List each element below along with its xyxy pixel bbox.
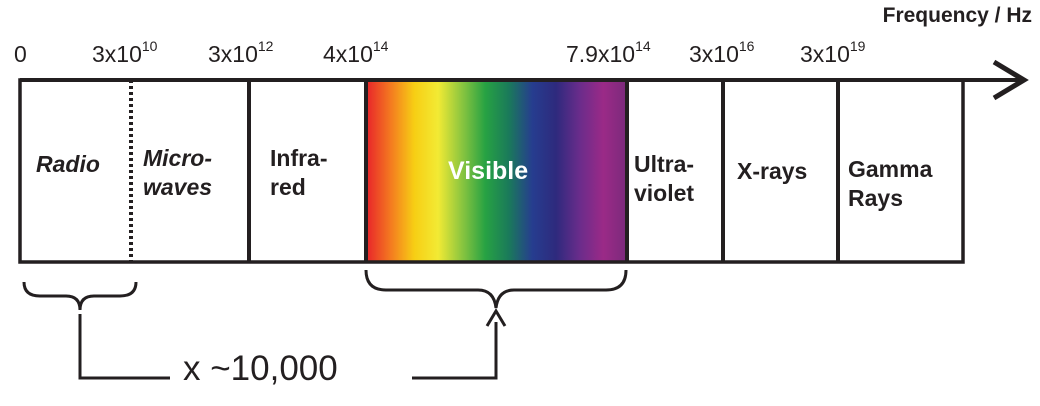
band-box-infrared (250, 80, 364, 262)
comparison-ratio-label: x ~10,000 (183, 349, 338, 388)
band-label-xrays: X-rays (737, 158, 808, 184)
band-label-visible: Visible (448, 157, 529, 185)
tick-label-3e12: 3x1012 (208, 38, 274, 67)
band-box-radio (20, 80, 130, 262)
band-box-microwaves (132, 80, 248, 262)
tick-label-4e14: 4x1014 (323, 38, 389, 67)
band-label-radio: Radio (36, 151, 100, 177)
band-label-infrared: Infra-red (270, 145, 328, 200)
tick-label-3e19: 3x1019 (800, 38, 866, 67)
frequency-axis-arrowhead (992, 59, 1029, 101)
band-label-microwaves: Micro-waves (143, 145, 213, 200)
tick-label-3e16: 3x1016 (689, 38, 755, 67)
band-label-ultraviolet: Ultra-violet (634, 151, 695, 206)
band-box-gamma (839, 80, 963, 262)
band-box-ultraviolet (627, 80, 722, 262)
tick-label-0: 0 (14, 41, 27, 67)
tick-label-7.9e14: 7.9x1014 (566, 38, 651, 67)
band-box-xrays (724, 80, 837, 262)
tick-label-3e10: 3x1010 (92, 38, 158, 67)
comparison-arrowhead (485, 308, 507, 327)
visible-brace (364, 269, 628, 309)
comparison-connector (78, 314, 498, 380)
band-label-gamma: Gamma Rays (848, 156, 933, 211)
band-box-visible (367, 80, 627, 262)
frequency-axis-title: Frequency / Hz (882, 4, 1032, 27)
radio-micro-brace (22, 281, 138, 311)
